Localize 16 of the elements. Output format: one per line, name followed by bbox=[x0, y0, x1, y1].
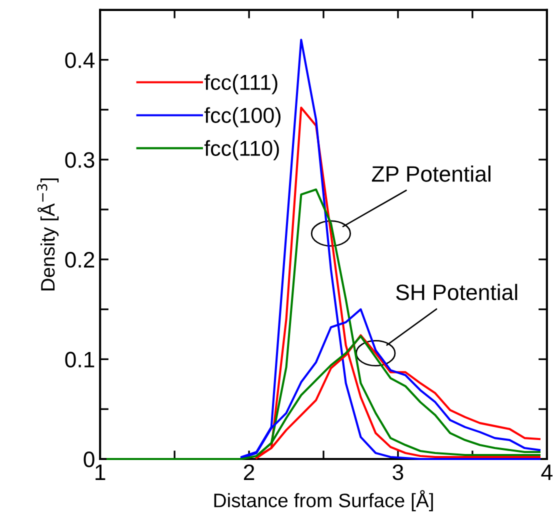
legend-label: fcc(111) bbox=[204, 74, 278, 94]
x-tick-label: 2 bbox=[244, 464, 254, 480]
x-tick-label: 1 bbox=[96, 464, 106, 480]
y-tick-label: 0.3 bbox=[65, 152, 94, 168]
y-tick-label: 0.4 bbox=[65, 52, 95, 68]
legend-label: fcc(100) bbox=[204, 107, 281, 128]
annotation: SH Potential bbox=[396, 284, 518, 300]
y-tick-label: 0.2 bbox=[65, 252, 94, 268]
annotation: ZP Potential bbox=[372, 166, 490, 182]
x-tick-label: 4 bbox=[541, 464, 552, 480]
y-tick-label: 0.1 bbox=[65, 352, 94, 368]
y-tick-label: 0 bbox=[84, 452, 94, 468]
y-axis-title: Density [Å$^{−3}$] bbox=[37, 178, 59, 290]
x-axis-title: Distance from Surface [Å] bbox=[214, 490, 433, 512]
x-tick-label: 3 bbox=[392, 464, 404, 480]
legend-label: fcc(110) bbox=[204, 140, 279, 160]
